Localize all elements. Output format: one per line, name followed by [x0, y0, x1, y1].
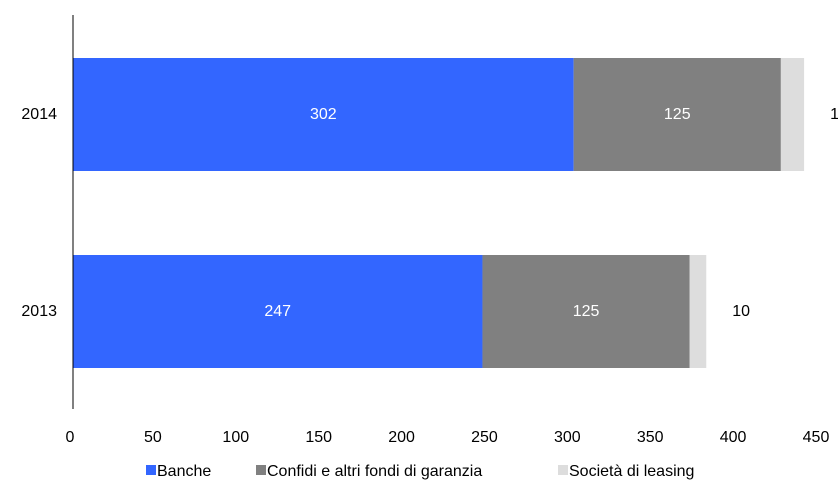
data-label-2013-series-0: 247	[264, 303, 291, 320]
bar-2014-series-0	[73, 58, 574, 171]
legend-swatch-0	[146, 465, 156, 475]
category-label-2013: 2013	[21, 303, 57, 320]
x-tick-label-250: 250	[471, 429, 498, 446]
x-tick-label-300: 300	[554, 429, 581, 446]
x-tick-label-150: 150	[305, 429, 332, 446]
data-labels-layer: 302 125 14 247 125 10	[264, 106, 838, 320]
data-label-2013-series-2: 10	[732, 303, 750, 320]
category-labels: 2014 2013	[21, 106, 57, 320]
legend-swatch-2	[558, 465, 568, 475]
legend-label-0: Banche	[157, 463, 211, 480]
data-label-2014-series-1: 125	[664, 106, 691, 123]
legend: Banche Confidi e altri fondi di garanzia S…	[146, 463, 694, 480]
x-tick-label-200: 200	[388, 429, 415, 446]
x-tick-label-50: 50	[144, 429, 162, 446]
data-label-2014-series-2: 14	[830, 106, 838, 123]
legend-label-1: Confidi e altri fondi di garanzia	[267, 463, 482, 480]
x-tick-label-450: 450	[803, 429, 830, 446]
bar-2013-series-0	[73, 255, 483, 368]
x-tick-label-100: 100	[222, 429, 249, 446]
x-tick-label-0: 0	[66, 429, 75, 446]
x-tick-label-400: 400	[720, 429, 747, 446]
bar-2014-series-1	[573, 58, 781, 171]
bar-2014-series-2	[780, 58, 805, 171]
category-label-2014: 2014	[21, 106, 57, 123]
legend-label-2: Società di leasing	[569, 463, 694, 480]
legend-swatch-1	[256, 465, 266, 475]
x-tick-label-350: 350	[637, 429, 664, 446]
bars-layer	[73, 58, 805, 368]
bar-2013-series-1	[482, 255, 690, 368]
x-axis-tick-labels: 0 50 100 150 200 250 300 350 400 450	[66, 429, 830, 446]
bar-2013-series-2	[689, 255, 707, 368]
data-label-2013-series-1: 125	[573, 303, 600, 320]
data-label-2014-series-0: 302	[310, 106, 337, 123]
